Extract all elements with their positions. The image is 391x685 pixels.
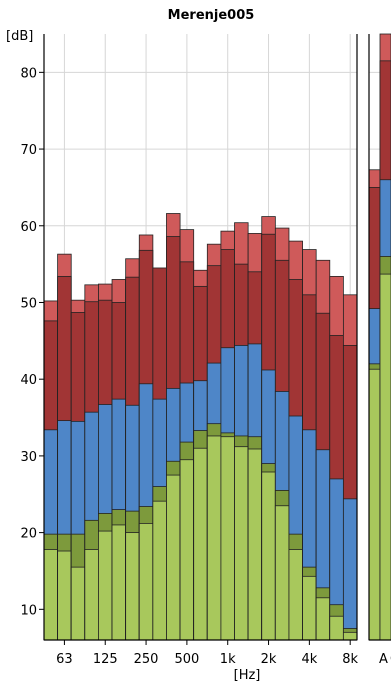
- bar-light-green: [125, 532, 140, 641]
- bar-light-green: [206, 435, 222, 641]
- bar-light-green: [302, 575, 317, 641]
- y-tick-label: 20: [20, 527, 37, 542]
- y-tick-label: 60: [20, 220, 37, 235]
- bar-light-green: [261, 471, 276, 641]
- x-tick-label: 63: [56, 652, 73, 667]
- y-tick-label: 50: [20, 296, 37, 311]
- x-tick-label: 1k: [220, 652, 236, 667]
- bar-light-green: [234, 446, 249, 641]
- x-tick-label: 500: [174, 652, 199, 667]
- bar-light-green: [288, 549, 303, 641]
- y-ticks: 10 20 30 40 50 60 70 80: [20, 66, 44, 618]
- bar-light-green: [166, 474, 181, 641]
- y-tick-label: 30: [20, 450, 37, 465]
- y-axis-label: [dB]: [6, 29, 33, 44]
- chart-title: Merenje005: [168, 8, 255, 23]
- x-tick-label: 250: [134, 652, 159, 667]
- total-tick-label: C: [390, 652, 391, 667]
- x-tick-label: 125: [93, 652, 118, 667]
- band-bars: [43, 213, 358, 641]
- x-tick-label: 4k: [301, 652, 317, 667]
- bar-light-green: [193, 447, 208, 641]
- bar-light-green: [315, 597, 331, 641]
- bar-light-green: [43, 549, 59, 641]
- bar-light-green: [111, 524, 127, 641]
- axes: [43, 34, 391, 641]
- bar-light-green: [342, 631, 358, 641]
- total-bar-light-green: [368, 368, 381, 641]
- bar-light-green: [329, 615, 344, 641]
- x-axis-label: [Hz]: [234, 668, 261, 683]
- bar-light-green: [247, 448, 263, 641]
- bar-light-green: [138, 523, 154, 641]
- x-tick-label: 2k: [261, 652, 277, 667]
- bar-light-green: [84, 549, 99, 641]
- y-tick-label: 70: [20, 143, 37, 158]
- bar-light-green: [98, 530, 113, 641]
- bar-light-green: [70, 566, 86, 641]
- bar-light-green: [179, 459, 195, 641]
- total-tick-label: A: [379, 652, 388, 667]
- total-bars: [368, 33, 391, 641]
- y-tick-label: 80: [20, 66, 37, 81]
- bar-light-green: [57, 550, 72, 641]
- bar-light-green: [220, 436, 235, 641]
- y-tick-label: 10: [20, 603, 37, 618]
- x-ticks: 63 125 250 500 1k 2k 4k 8k AC: [56, 640, 391, 667]
- bar-light-green: [152, 500, 167, 641]
- y-tick-label: 40: [20, 373, 37, 388]
- total-bar-light-green: [379, 273, 391, 641]
- bar-light-green: [274, 505, 290, 641]
- bar-blue: [342, 498, 358, 641]
- x-tick-label: 8k: [342, 652, 358, 667]
